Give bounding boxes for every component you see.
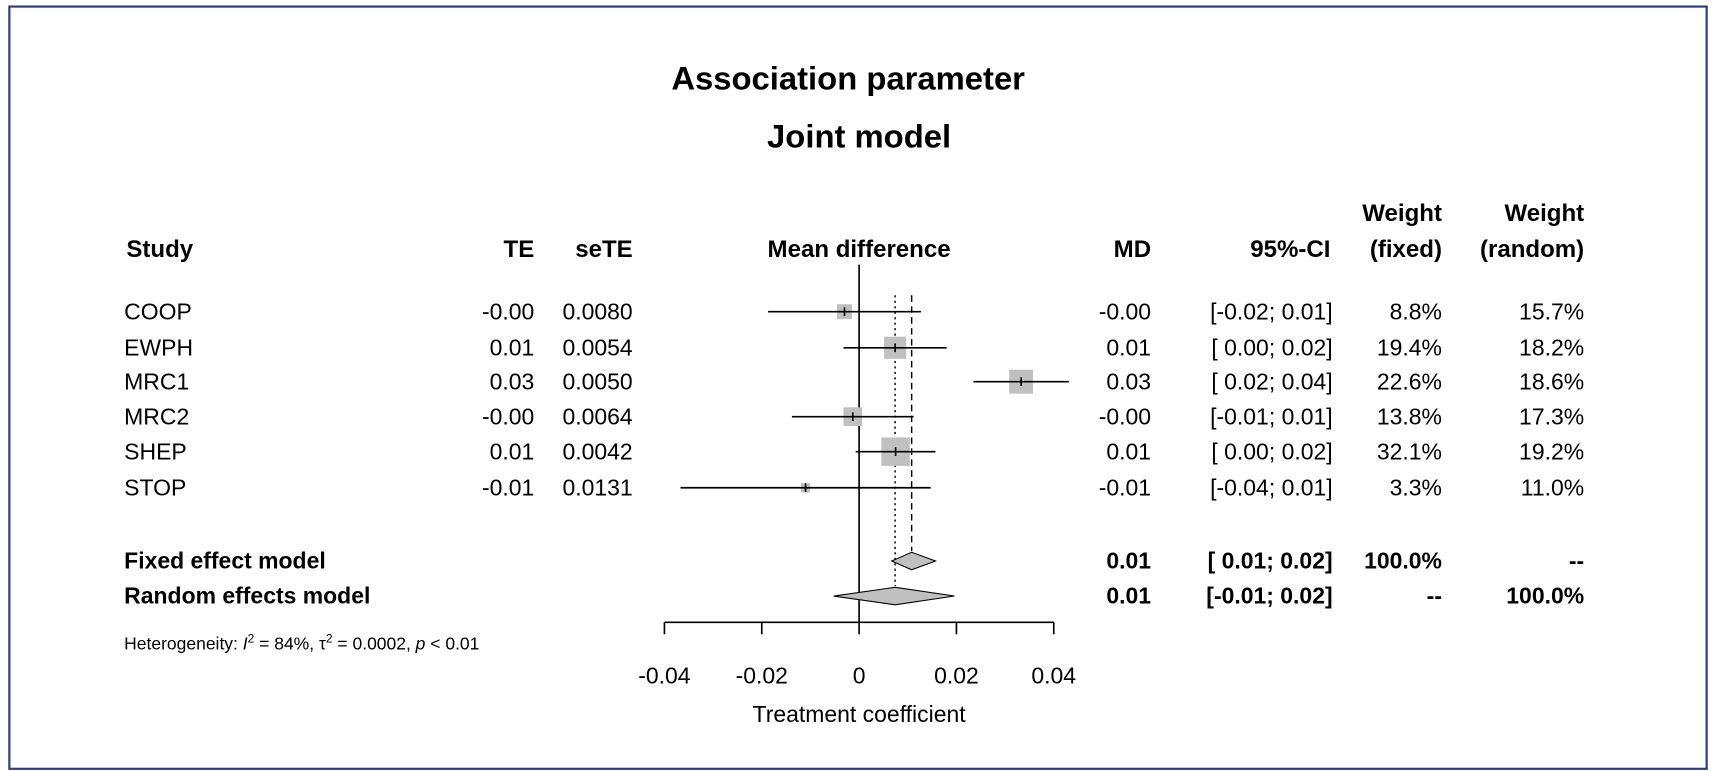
md-value: -0.00: [1099, 403, 1151, 429]
column-header: Weight: [1362, 200, 1442, 227]
ci-value: [-0.01; 0.02]: [1206, 583, 1332, 609]
weight-fixed: 32.1%: [1377, 438, 1442, 464]
column-header: Mean difference: [768, 236, 951, 263]
heterogeneity-part: 2: [326, 632, 333, 646]
md-value: -0.01: [1099, 474, 1151, 500]
study-name: COOP: [124, 298, 192, 324]
md-value: 0.01: [1106, 548, 1151, 574]
heterogeneity-part: = 0.0002,: [333, 634, 416, 654]
column-header: 95%-CI: [1250, 236, 1330, 263]
weight-random: 18.6%: [1519, 368, 1584, 394]
x-tick-label: -0.04: [638, 663, 691, 689]
column-header: TE: [504, 236, 535, 263]
column-header: seTE: [575, 236, 632, 263]
column-header: (fixed): [1370, 236, 1442, 263]
weight-fixed: 13.8%: [1377, 403, 1442, 429]
model-name: Fixed effect model: [124, 548, 326, 574]
column-header: (random): [1480, 236, 1584, 263]
model-diamond: [890, 551, 938, 571]
study-name: MRC1: [124, 368, 189, 394]
md-value: 0.01: [1106, 583, 1151, 609]
column-header: Weight: [1504, 200, 1584, 227]
ci-value: [ 0.02; 0.04]: [1211, 368, 1332, 394]
weight-random: 11.0%: [1521, 474, 1584, 500]
chart-subtitle: Joint model: [767, 118, 951, 155]
ci-value: [ 0.00; 0.02]: [1211, 438, 1332, 464]
heterogeneity-part: p: [415, 634, 426, 654]
frame: [8, 5, 1708, 770]
x-axis-label: Treatment coefficient: [753, 701, 967, 727]
sete-value: 0.0050: [562, 368, 632, 394]
md-value: -0.00: [1099, 298, 1151, 324]
sete-value: 0.0080: [562, 298, 632, 324]
weight-random: 100.0%: [1506, 583, 1584, 609]
weight-random: 15.7%: [1519, 298, 1584, 324]
weight-random: 17.3%: [1519, 403, 1584, 429]
weight-random: --: [1569, 548, 1584, 574]
heterogeneity: Heterogeneity: I2 = 84%, τ2 = 0.0002, p …: [124, 632, 479, 654]
heterogeneity-part: Heterogeneity:: [124, 634, 243, 654]
weight-fixed: 22.6%: [1377, 368, 1442, 394]
heterogeneity-part: I: [243, 634, 248, 654]
chart-title: Association parameter: [671, 60, 1025, 97]
ci-value: [-0.02; 0.01]: [1210, 298, 1333, 324]
ci-value: [ 0.01; 0.02]: [1208, 548, 1333, 574]
model-diamond: [833, 586, 955, 606]
column-header: MD: [1114, 236, 1151, 263]
md-value: 0.01: [1106, 438, 1151, 464]
weight-fixed: 3.3%: [1390, 474, 1442, 500]
model-name: Random effects model: [124, 583, 370, 609]
ci-value: [ 0.00; 0.02]: [1211, 334, 1332, 360]
md-value: 0.01: [1106, 334, 1151, 360]
study-name: SHEP: [124, 438, 187, 464]
weight-fixed: --: [1427, 583, 1442, 609]
weight-fixed: 8.8%: [1390, 298, 1442, 324]
heterogeneity-part: < 0.01: [425, 634, 479, 654]
heterogeneity-part: τ: [319, 634, 326, 654]
column-header: Study: [126, 236, 193, 263]
te-value: 0.03: [490, 368, 535, 394]
sete-value: 0.0054: [562, 334, 632, 360]
x-tick-label: -0.02: [736, 663, 788, 689]
te-value: -0.00: [482, 298, 534, 324]
sete-value: 0.0042: [562, 438, 632, 464]
sete-value: 0.0131: [562, 474, 632, 500]
heterogeneity-part: 2: [248, 632, 255, 646]
weight-random: 18.2%: [1519, 334, 1584, 360]
study-name: EWPH: [124, 334, 193, 360]
weight-fixed: 100.0%: [1364, 548, 1442, 574]
weight-random: 19.2%: [1519, 438, 1584, 464]
x-tick-label: 0.04: [1031, 663, 1076, 689]
study-name: STOP: [124, 474, 186, 500]
sete-value: 0.0064: [562, 403, 632, 429]
md-value: 0.03: [1106, 368, 1151, 394]
te-value: 0.01: [490, 334, 535, 360]
ci-value: [-0.01; 0.01]: [1210, 403, 1333, 429]
te-value: -0.01: [482, 474, 534, 500]
study-name: MRC2: [124, 403, 189, 429]
weight-fixed: 19.4%: [1377, 334, 1442, 360]
te-value: -0.00: [482, 403, 534, 429]
te-value: 0.01: [490, 438, 535, 464]
heterogeneity-part: = 84%,: [254, 634, 319, 654]
ci-value: [-0.04; 0.01]: [1210, 474, 1333, 500]
x-tick-label: 0.02: [934, 663, 979, 689]
x-tick-label: 0: [853, 663, 866, 689]
